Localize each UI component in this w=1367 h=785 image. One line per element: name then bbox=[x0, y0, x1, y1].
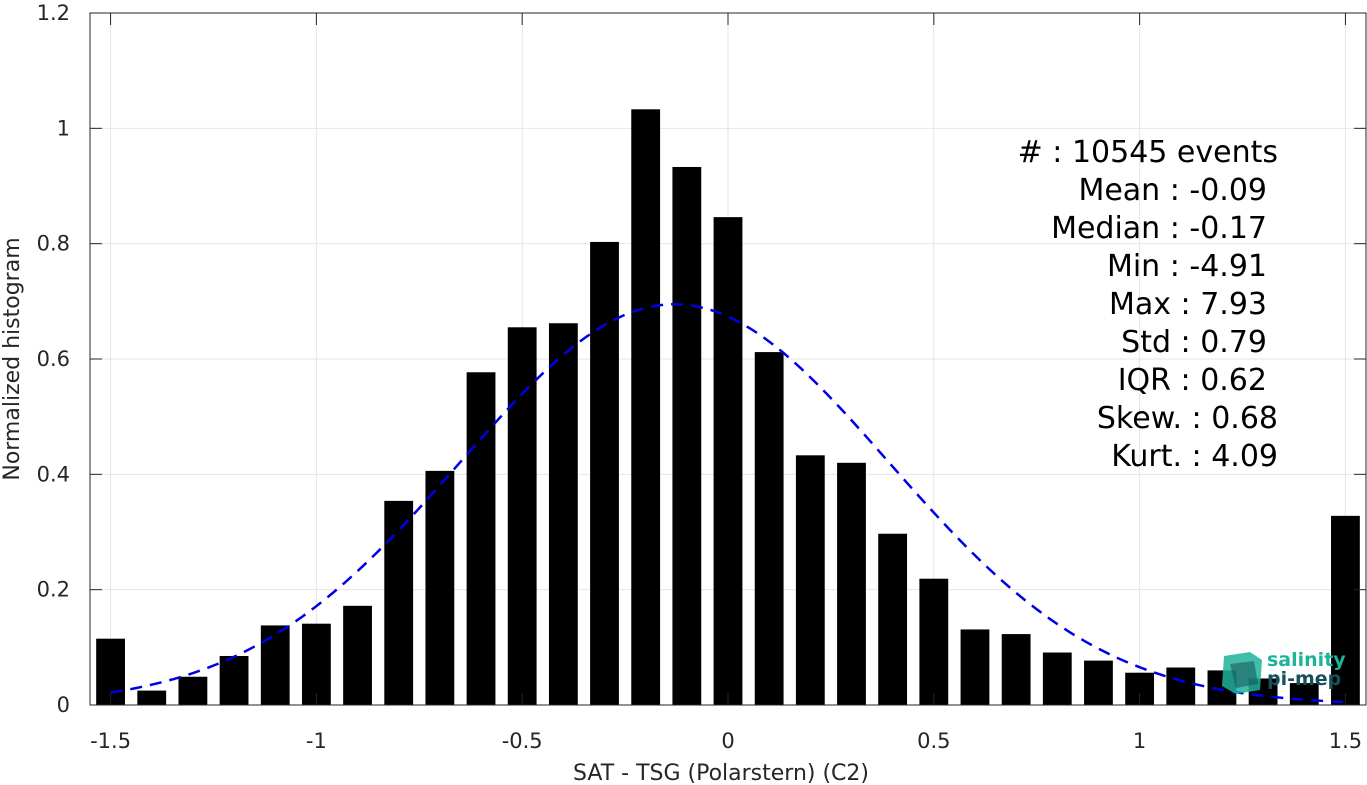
histogram-bar bbox=[425, 470, 455, 705]
x-tick-label: 1 bbox=[1133, 729, 1146, 753]
histogram-bar bbox=[1084, 660, 1113, 705]
x-tick-label: 0 bbox=[721, 729, 734, 753]
x-tick-label: -0.5 bbox=[502, 729, 543, 753]
histogram-bar bbox=[590, 241, 619, 706]
y-tick-label: 1 bbox=[57, 116, 70, 140]
x-tick-label: 0.5 bbox=[917, 729, 950, 753]
histogram-bar bbox=[960, 629, 990, 705]
x-tick-labels: -1.5 -1 -0.5 0 0.5 1 1.5 bbox=[90, 729, 1362, 753]
salinity-pi-mep-logo: salinity pi-mep bbox=[1222, 649, 1346, 694]
y-tick-label: 0.8 bbox=[37, 232, 70, 256]
histogram-bar bbox=[548, 323, 578, 705]
histogram-bar bbox=[343, 605, 372, 705]
y-tick-label: 0.4 bbox=[37, 462, 70, 486]
stats-line: Median : -0.17 bbox=[1051, 211, 1267, 246]
x-tick-label: -1 bbox=[306, 729, 327, 753]
stats-line: IQR : 0.62 bbox=[1118, 363, 1267, 398]
x-tick-label: -1.5 bbox=[90, 729, 131, 753]
histogram-bar bbox=[466, 372, 496, 705]
stats-line: Skew. : 0.68 bbox=[1097, 401, 1278, 436]
histogram-bar bbox=[178, 676, 208, 705]
histogram-bar bbox=[631, 109, 661, 705]
gaussian-fit-curve bbox=[110, 302, 1346, 704]
stats-line: Kurt. : 4.09 bbox=[1111, 439, 1278, 474]
histogram-bar bbox=[301, 623, 331, 705]
y-tick-label: 0 bbox=[57, 693, 70, 717]
ticks-group bbox=[90, 12, 1366, 706]
y-tick-label: 0.6 bbox=[37, 347, 70, 371]
histogram-bar bbox=[713, 217, 743, 705]
stats-line: Std : 0.79 bbox=[1121, 325, 1267, 360]
logo-mark-icon bbox=[1222, 652, 1262, 694]
x-tick-label: 1.5 bbox=[1329, 729, 1362, 753]
histogram-bar bbox=[837, 462, 866, 705]
histogram-bar bbox=[137, 690, 167, 705]
logo-text-pi-mep: pi-mep bbox=[1267, 668, 1341, 690]
y-tick-label: 0.2 bbox=[37, 578, 70, 602]
stats-line: Mean : -0.09 bbox=[1078, 173, 1267, 208]
stats-line: # : 10545 events bbox=[1018, 135, 1278, 170]
histogram-bar bbox=[754, 352, 784, 705]
histogram-bar bbox=[260, 625, 290, 705]
stats-line: Max : 7.93 bbox=[1109, 287, 1267, 322]
bars-group bbox=[96, 109, 1360, 706]
histogram-bar bbox=[919, 578, 949, 705]
histogram-bar bbox=[878, 533, 908, 705]
histogram-bar bbox=[1166, 667, 1196, 705]
histogram-bar bbox=[384, 500, 414, 705]
y-tick-labels: 0 0.2 0.4 0.6 0.8 1 1.2 bbox=[37, 1, 70, 717]
stats-line: Min : -4.91 bbox=[1107, 249, 1267, 284]
histogram-bar bbox=[1042, 652, 1072, 705]
histogram-bar bbox=[507, 327, 537, 705]
histogram-bar bbox=[1331, 515, 1360, 705]
y-axis-label: Normalized histogram bbox=[0, 237, 25, 480]
histogram-bar bbox=[1001, 634, 1031, 705]
y-tick-label: 1.2 bbox=[37, 1, 70, 25]
logo-text-salinity: salinity bbox=[1267, 649, 1346, 671]
histogram-bar bbox=[795, 455, 825, 705]
histogram-bar bbox=[672, 166, 702, 706]
histogram-bar bbox=[219, 655, 249, 705]
x-axis-label: SAT - TSG (Polarstern) (C2) bbox=[573, 761, 869, 785]
